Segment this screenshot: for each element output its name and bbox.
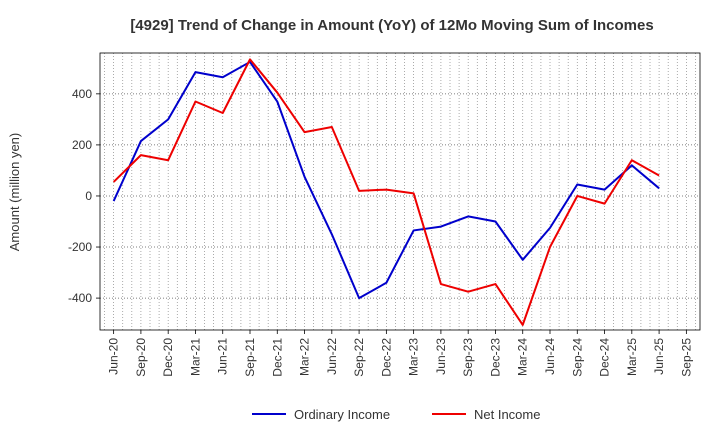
x-tick-label: Mar-22 bbox=[298, 338, 312, 376]
x-tick-label: Jun-20 bbox=[107, 338, 121, 375]
x-tick-label: Jun-23 bbox=[434, 338, 448, 375]
series-line-net-income bbox=[112, 58, 660, 326]
x-tick-label: Dec-21 bbox=[270, 338, 284, 377]
x-tick-label: Sep-22 bbox=[352, 338, 366, 377]
chart-title: [4929] Trend of Change in Amount (YoY) o… bbox=[130, 17, 653, 34]
x-tick-label: Sep-25 bbox=[679, 338, 693, 377]
y-axis-ticks: -400 -200 0 200 400 bbox=[68, 87, 100, 305]
legend-label: Net Income bbox=[474, 407, 540, 422]
legend: Ordinary Income Net Income bbox=[252, 407, 540, 422]
y-tick-label: -200 bbox=[68, 240, 92, 254]
x-tick-label: Sep-21 bbox=[243, 338, 257, 377]
y-tick-label: 200 bbox=[72, 138, 92, 152]
y-tick-label: 0 bbox=[85, 189, 92, 203]
y-axis-label: Amount (million yen) bbox=[7, 133, 22, 252]
x-tick-label: Jun-21 bbox=[216, 338, 230, 375]
series-lines bbox=[112, 58, 660, 326]
x-tick-label: Jun-25 bbox=[652, 338, 666, 375]
x-tick-label: Dec-23 bbox=[488, 338, 502, 377]
x-tick-label: Mar-23 bbox=[407, 338, 421, 376]
x-tick-label: Mar-24 bbox=[516, 338, 530, 376]
x-tick-label: Jun-22 bbox=[325, 338, 339, 375]
plot-area bbox=[99, 52, 701, 331]
x-tick-label: Mar-25 bbox=[625, 338, 639, 376]
series-line-ordinary-income bbox=[112, 60, 660, 300]
legend-label: Ordinary Income bbox=[294, 407, 390, 422]
y-tick-label: -400 bbox=[68, 291, 92, 305]
x-tick-label: Sep-24 bbox=[570, 338, 584, 377]
x-tick-label: Dec-24 bbox=[598, 338, 612, 377]
x-tick-label: Dec-22 bbox=[379, 338, 393, 377]
x-tick-label: Mar-21 bbox=[188, 338, 202, 376]
x-tick-label: Sep-23 bbox=[461, 338, 475, 377]
x-axis-ticks: Jun-20 Sep-20 Dec-20 Mar-21 Jun-21 Sep-21 Dec-… bbox=[107, 330, 693, 377]
x-tick-label: Dec-20 bbox=[161, 338, 175, 377]
y-tick-label: 400 bbox=[72, 87, 92, 101]
x-tick-label: Jun-24 bbox=[543, 338, 557, 375]
x-tick-label: Sep-20 bbox=[134, 338, 148, 377]
